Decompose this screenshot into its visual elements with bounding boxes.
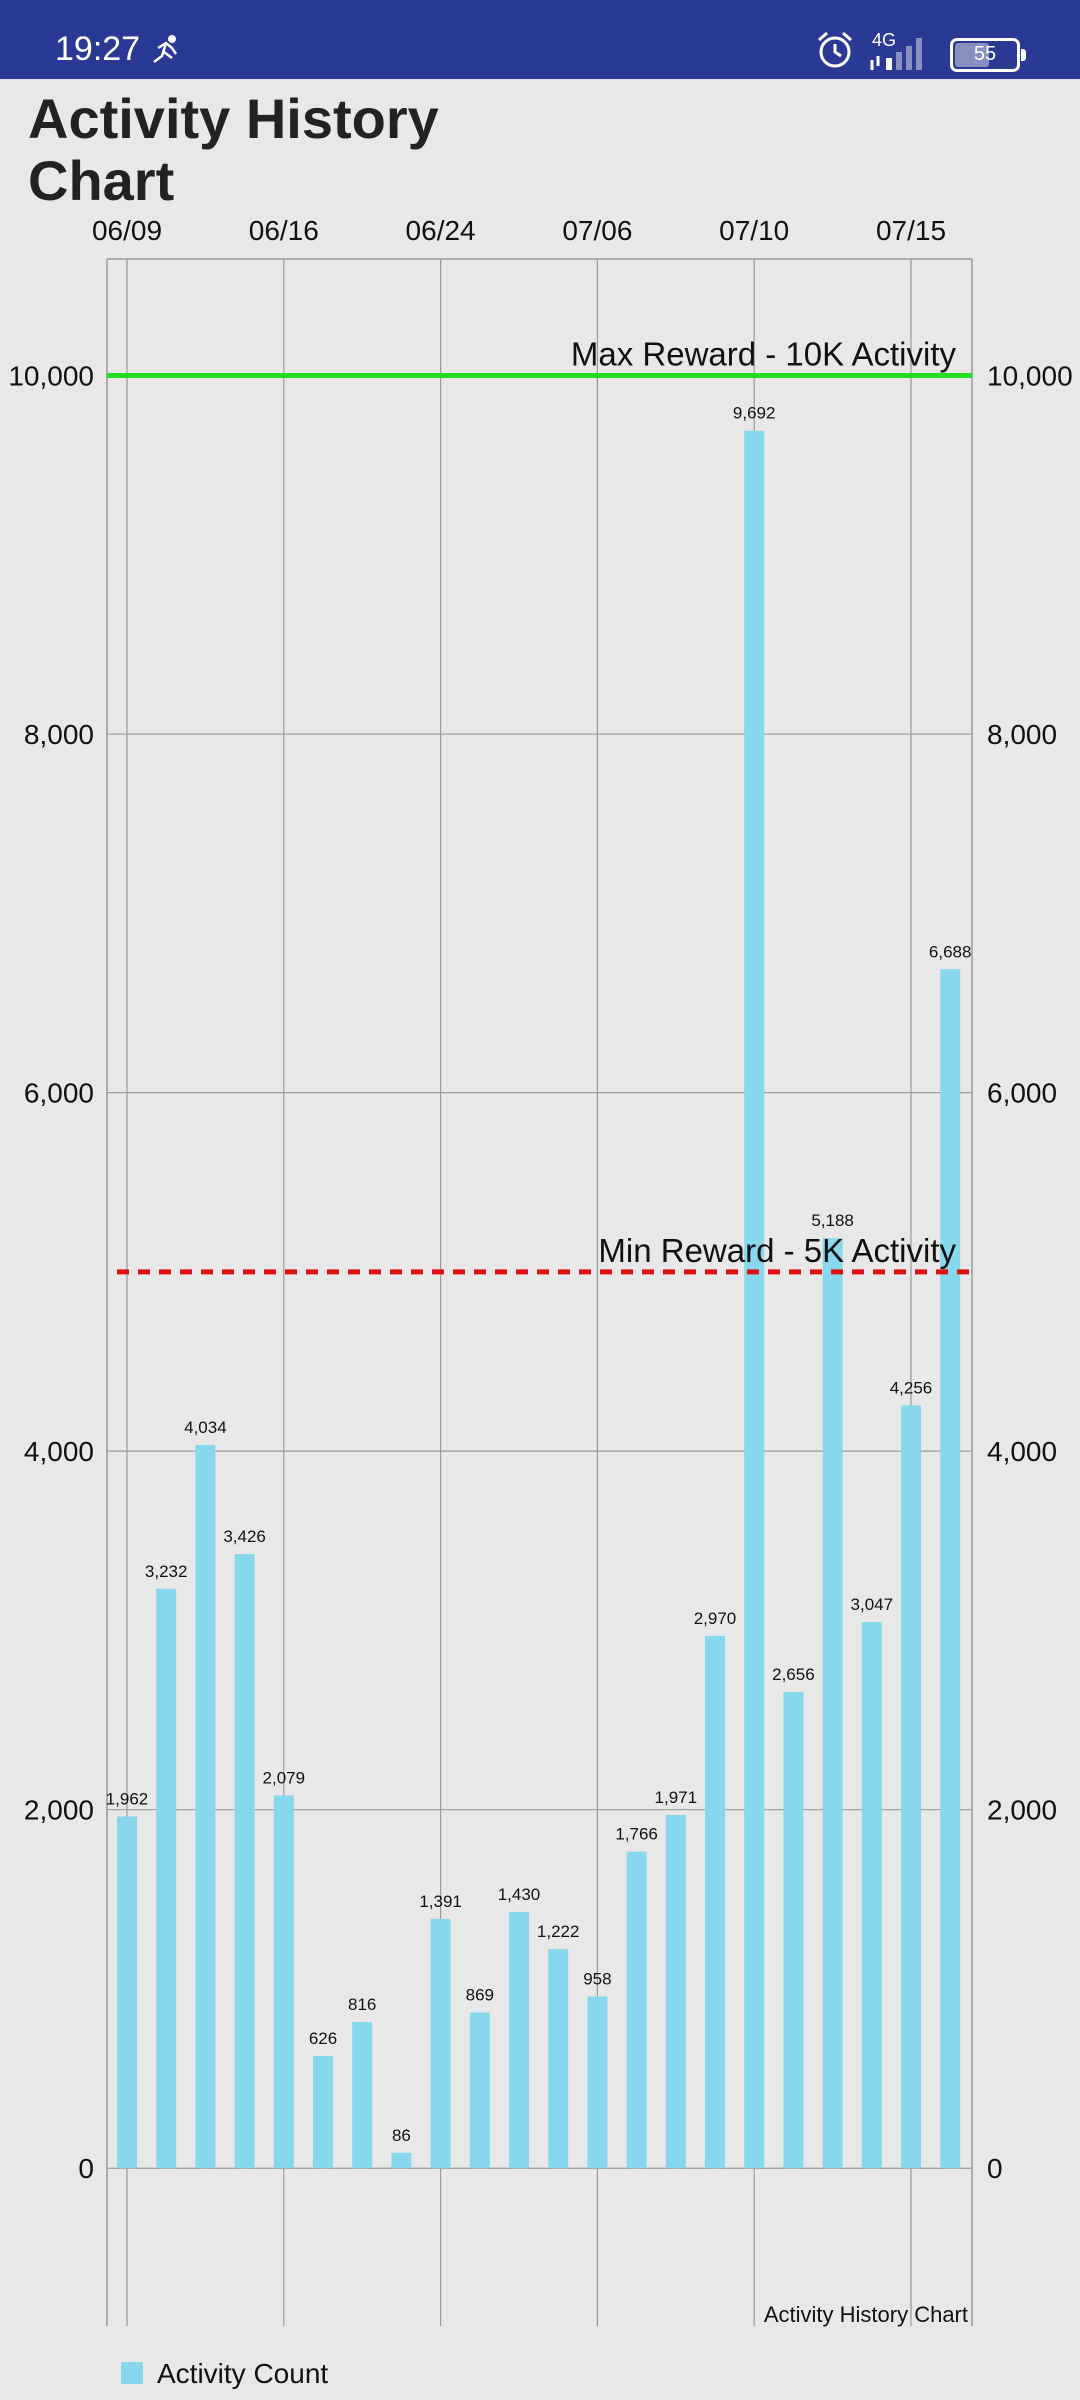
min-reward-label: Min Reward - 5K Activity xyxy=(598,1232,956,1269)
bar-value-label: 86 xyxy=(392,2126,411,2145)
bar-value-label: 4,034 xyxy=(184,1418,227,1437)
bar xyxy=(744,430,765,2169)
bar xyxy=(469,2012,490,2169)
bar-value-label: 3,426 xyxy=(223,1527,266,1546)
bar xyxy=(313,2056,333,2169)
x-tick-label: 06/24 xyxy=(406,215,476,246)
bar-value-label: 1,430 xyxy=(498,1885,541,1904)
bar-value-label: 1,766 xyxy=(615,1825,658,1844)
y-tick-label-left: 4,000 xyxy=(24,1436,94,1467)
bar xyxy=(156,1588,177,2169)
bar xyxy=(548,1949,569,2169)
legend-swatch xyxy=(121,2362,143,2384)
bar-value-label: 958 xyxy=(583,1969,611,1988)
bar-value-label: 816 xyxy=(348,1995,376,2014)
y-tick-label-right: 0 xyxy=(987,2153,1003,2184)
bar xyxy=(783,1692,804,2169)
bar xyxy=(822,1238,843,2169)
y-tick-label-left: 8,000 xyxy=(24,719,94,750)
bar xyxy=(626,1851,647,2169)
bar-value-label: 1,222 xyxy=(537,1922,580,1941)
bar xyxy=(587,1996,608,2169)
max-reward-label: Max Reward - 10K Activity xyxy=(571,336,957,373)
bar-value-label: 1,971 xyxy=(655,1788,698,1807)
y-tick-label-right: 6,000 xyxy=(987,1078,1057,1109)
bar xyxy=(195,1445,216,2169)
x-tick-label: 07/06 xyxy=(562,215,632,246)
y-tick-label-left: 0 xyxy=(78,2153,94,2184)
bar xyxy=(509,1911,529,2169)
bar xyxy=(901,1405,921,2169)
x-tick-label: 07/10 xyxy=(719,215,789,246)
running-icon xyxy=(153,35,178,63)
bar xyxy=(117,1816,137,2169)
bar-value-label: 4,256 xyxy=(890,1378,933,1397)
signal-icon xyxy=(870,38,922,70)
bar-value-label: 3,047 xyxy=(851,1595,894,1614)
battery-icon: 55 xyxy=(950,38,1026,72)
bar-value-label: 2,970 xyxy=(694,1609,737,1628)
bar xyxy=(665,1814,686,2169)
bar xyxy=(273,1795,294,2169)
bar-value-label: 2,079 xyxy=(263,1769,306,1788)
alarm-icon xyxy=(818,31,852,68)
bar xyxy=(391,2152,412,2169)
x-tick-label: 06/16 xyxy=(249,215,319,246)
bar xyxy=(861,1622,882,2169)
bar-value-label: 2,656 xyxy=(772,1665,815,1684)
bar xyxy=(940,969,961,2169)
y-tick-label-right: 8,000 xyxy=(987,719,1057,750)
bar-value-label: 3,232 xyxy=(145,1562,188,1581)
bar xyxy=(352,2021,373,2169)
y-tick-label-left: 6,000 xyxy=(24,1078,94,1109)
bar xyxy=(234,1554,255,2169)
y-tick-label-right: 10,000 xyxy=(987,361,1073,392)
chart-caption: Activity History Chart xyxy=(764,2302,968,2327)
legend-label: Activity Count xyxy=(157,2358,328,2389)
y-tick-label-right: 4,000 xyxy=(987,1436,1057,1467)
status-bar: 19:27 4G 55 xyxy=(0,0,1080,79)
bar-value-label: 626 xyxy=(309,2029,337,2048)
bar-value-label: 1,391 xyxy=(419,1892,462,1911)
bar xyxy=(705,1635,725,2169)
bar-value-label: 9,692 xyxy=(733,404,776,423)
bar-value-label: 869 xyxy=(466,1985,494,2004)
bar-value-label: 1,962 xyxy=(106,1790,149,1809)
y-tick-label-left: 2,000 xyxy=(24,1795,94,1826)
x-tick-label: 06/09 xyxy=(92,215,162,246)
bar-value-label: 5,188 xyxy=(811,1211,854,1230)
x-tick-label: 07/15 xyxy=(876,215,946,246)
network-label: 4G xyxy=(872,30,897,50)
bar-value-label: 6,688 xyxy=(929,942,972,961)
status-time: 19:27 xyxy=(55,30,141,68)
bar xyxy=(430,1918,451,2169)
y-tick-label-left: 10,000 xyxy=(8,361,94,392)
battery-level: 55 xyxy=(973,43,997,65)
y-tick-label-right: 2,000 xyxy=(987,1795,1057,1826)
page-title: Activity History Chart xyxy=(28,87,439,212)
